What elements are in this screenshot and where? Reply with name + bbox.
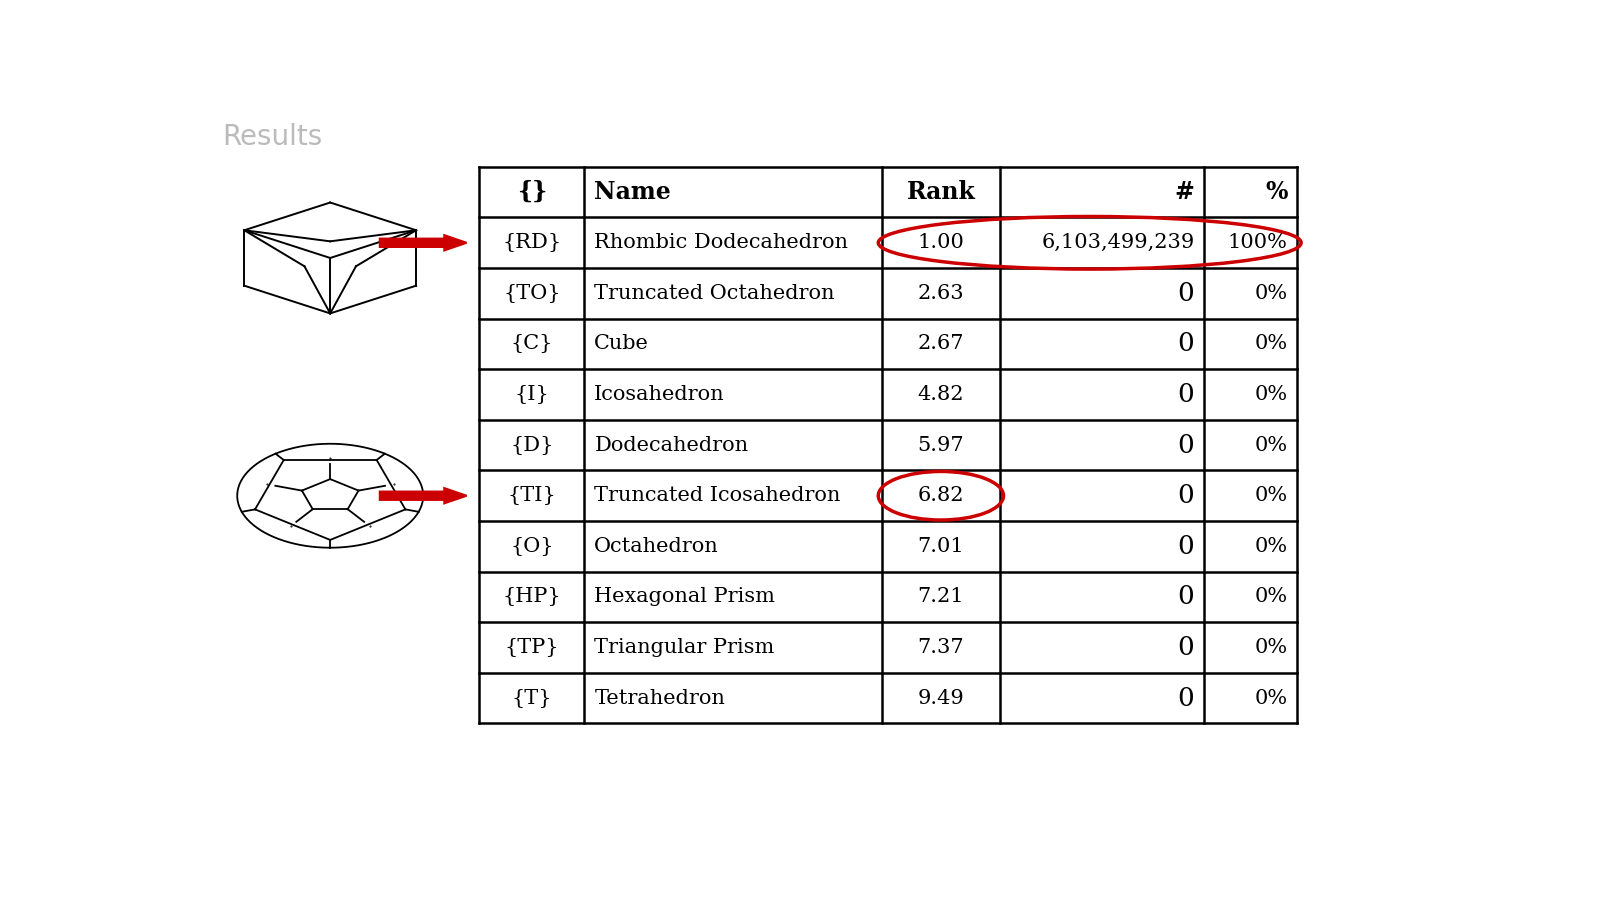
Text: 0: 0 [1178,635,1195,660]
Text: {}: {} [517,180,547,204]
Text: 0%: 0% [1254,284,1288,303]
Text: 0: 0 [1178,584,1195,609]
Text: Results: Results [222,123,323,151]
Text: 0%: 0% [1254,385,1288,404]
Text: Cube: Cube [594,335,650,354]
Text: Name: Name [594,180,670,204]
Text: 4.82: 4.82 [918,385,965,404]
Text: 0%: 0% [1254,436,1288,454]
Text: #: # [1174,180,1195,204]
Text: 0%: 0% [1254,335,1288,354]
Text: {D}: {D} [510,436,554,454]
Text: 7.37: 7.37 [917,638,965,657]
Text: {C}: {C} [510,335,554,354]
Text: Truncated Icosahedron: Truncated Icosahedron [594,486,840,505]
Text: Hexagonal Prism: Hexagonal Prism [594,588,776,607]
Text: {TP}: {TP} [504,638,558,657]
Text: Dodecahedron: Dodecahedron [594,436,749,454]
Text: 7.21: 7.21 [917,588,965,607]
Text: 7.01: 7.01 [917,536,965,556]
Text: %: % [1266,180,1288,204]
Text: Rank: Rank [907,180,976,204]
Text: Tetrahedron: Tetrahedron [594,688,725,707]
Text: 0: 0 [1178,534,1195,559]
Polygon shape [379,488,467,503]
Text: 0%: 0% [1254,688,1288,707]
Text: Truncated Octahedron: Truncated Octahedron [594,284,835,303]
Text: {I}: {I} [514,385,549,404]
Text: Rhombic Dodecahedron: Rhombic Dodecahedron [594,233,848,252]
Text: 0: 0 [1178,686,1195,711]
Text: 0%: 0% [1254,588,1288,607]
Text: 0: 0 [1178,483,1195,508]
Text: 0: 0 [1178,281,1195,306]
Text: Icosahedron: Icosahedron [594,385,725,404]
Text: {HP}: {HP} [502,588,562,607]
Text: 0%: 0% [1254,486,1288,505]
Text: 1.00: 1.00 [917,233,965,252]
Text: 0%: 0% [1254,638,1288,657]
Text: Triangular Prism: Triangular Prism [594,638,774,657]
Text: {RD}: {RD} [502,233,562,252]
Text: 6,103,499,239: 6,103,499,239 [1042,233,1195,252]
Text: 0%: 0% [1254,536,1288,556]
Text: {T}: {T} [512,688,552,707]
Text: 100%: 100% [1227,233,1288,252]
Polygon shape [379,235,467,250]
Text: {TO}: {TO} [502,284,560,303]
Text: 0: 0 [1178,331,1195,356]
Text: 9.49: 9.49 [917,688,965,707]
Text: 5.97: 5.97 [917,436,965,454]
Text: 6.82: 6.82 [918,486,965,505]
Text: 2.63: 2.63 [917,284,965,303]
Text: {O}: {O} [510,536,554,556]
Text: 0: 0 [1178,382,1195,407]
Text: 0: 0 [1178,433,1195,457]
Text: Octahedron: Octahedron [594,536,718,556]
Text: {TI}: {TI} [507,486,557,505]
Text: 2.67: 2.67 [918,335,965,354]
